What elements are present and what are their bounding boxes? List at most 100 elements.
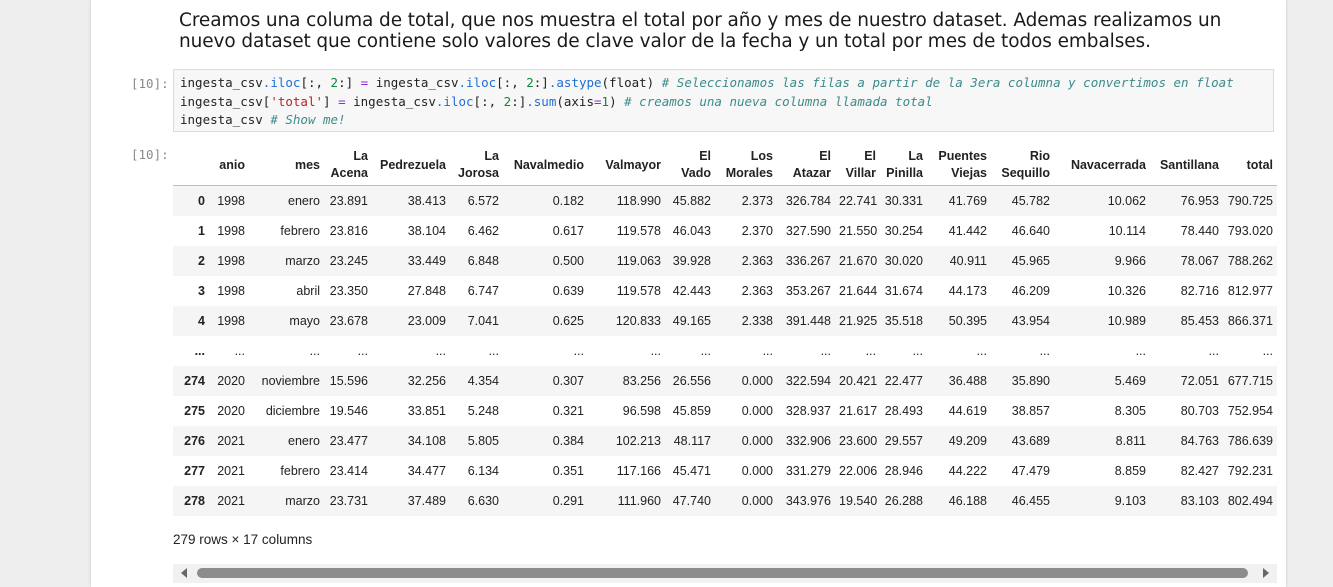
table-cell: 19.546 bbox=[329, 403, 368, 418]
table-cell: 19.540 bbox=[839, 493, 878, 508]
code-token: 2 bbox=[503, 93, 512, 109]
table-cell: 37.489 bbox=[407, 493, 446, 508]
table-cell: 47.479 bbox=[1011, 463, 1050, 478]
table-cell: 752.954 bbox=[1227, 403, 1273, 418]
table-cell: 45.882 bbox=[672, 193, 711, 208]
table-cell: 82.427 bbox=[1180, 463, 1219, 478]
table-cell: 0.351 bbox=[552, 463, 584, 478]
table-cell: abril bbox=[296, 283, 320, 298]
table-cell: 78.440 bbox=[1180, 223, 1219, 238]
dataframe-output: anio mes La Acena Pedrezuela La Jorosa Navalm… bbox=[173, 145, 1277, 521]
table-cell: 353.267 bbox=[785, 283, 831, 298]
table-cell: mayo bbox=[289, 313, 320, 328]
code-comment: # Show me! bbox=[270, 112, 346, 128]
table-cell: 10.326 bbox=[1107, 283, 1146, 298]
table-cell: 21.925 bbox=[839, 313, 878, 328]
code-token: = bbox=[594, 93, 602, 109]
code-string: 'total' bbox=[270, 93, 323, 109]
table-cell: 1998 bbox=[217, 223, 245, 238]
code-token: ) bbox=[609, 93, 625, 109]
table-cell: ... bbox=[650, 343, 661, 358]
table-cell: 33.851 bbox=[407, 403, 446, 418]
table-cell: 26.288 bbox=[884, 493, 923, 508]
table-cell: 326.784 bbox=[785, 193, 831, 208]
table-cell: 1998 bbox=[217, 313, 245, 328]
table-cell: 1998 bbox=[217, 253, 245, 268]
table-cell: 5.805 bbox=[467, 433, 499, 448]
column-header: El Atazar bbox=[777, 145, 835, 186]
table-cell: 38.857 bbox=[1011, 403, 1050, 418]
table-cell: 23.731 bbox=[329, 493, 368, 508]
table-cell: febrero bbox=[280, 463, 320, 478]
table-cell: 44.173 bbox=[948, 283, 987, 298]
table-cell: 46.209 bbox=[1011, 283, 1050, 298]
table-cell: 31.674 bbox=[884, 283, 923, 298]
table-cell: 0.617 bbox=[552, 223, 584, 238]
table-cell: 21.644 bbox=[839, 283, 878, 298]
table-cell: 0.321 bbox=[552, 403, 584, 418]
scrollbar-thumb[interactable] bbox=[197, 568, 1248, 578]
table-cell: 38.104 bbox=[407, 223, 446, 238]
table-cell: 22.741 bbox=[839, 193, 878, 208]
table-cell: 5.248 bbox=[467, 403, 499, 418]
table-cell: febrero bbox=[280, 223, 320, 238]
table-cell: 2.363 bbox=[741, 253, 773, 268]
table-cell: 120.833 bbox=[615, 313, 661, 328]
table-cell: 2.370 bbox=[741, 223, 773, 238]
table-cell: 96.598 bbox=[622, 403, 661, 418]
table-cell: diciembre bbox=[265, 403, 320, 418]
table-cell: 46.188 bbox=[948, 493, 987, 508]
code-token: :] bbox=[533, 75, 549, 90]
code-cell-editor[interactable]: ingesta_csv.iloc[:, 2:] = ingesta_csv.il… bbox=[173, 69, 1274, 132]
table-cell: 21.550 bbox=[839, 223, 878, 238]
column-header: La Acena bbox=[324, 145, 372, 186]
table-cell: ... bbox=[700, 343, 711, 358]
column-header: Valmayor bbox=[588, 145, 665, 186]
table-cell: 28.493 bbox=[884, 403, 923, 418]
scroll-right-arrow-icon[interactable] bbox=[1263, 568, 1269, 578]
scroll-left-arrow-icon[interactable] bbox=[181, 568, 187, 578]
table-cell: 332.906 bbox=[785, 433, 831, 448]
table-cell: ... bbox=[912, 343, 923, 358]
table-cell: enero bbox=[288, 433, 320, 448]
table-cell: 792.231 bbox=[1227, 463, 1273, 478]
horizontal-scrollbar[interactable] bbox=[173, 564, 1277, 583]
table-cell: marzo bbox=[285, 493, 320, 508]
code-token: ingesta_csv bbox=[180, 75, 263, 90]
table-cell: 46.043 bbox=[672, 223, 711, 238]
table-cell: 23.477 bbox=[329, 433, 368, 448]
table-cell: 46.455 bbox=[1011, 493, 1050, 508]
table-cell: ... bbox=[976, 343, 987, 358]
code-token: (axis bbox=[556, 93, 594, 109]
table-row: 278 2021 marzo 23.731 37.489 6.630 0.291 111.96… bbox=[173, 485, 1277, 516]
table-cell: 117.166 bbox=[616, 463, 661, 478]
table-cell: 50.395 bbox=[948, 313, 987, 328]
code-token: ingesta_csv[ bbox=[180, 93, 271, 109]
column-header: Puentes Viejas bbox=[927, 145, 991, 186]
table-cell: 0.500 bbox=[552, 253, 584, 268]
table-cell: ... bbox=[820, 343, 831, 358]
table-cell: 26.556 bbox=[672, 373, 711, 388]
table-cell: 9.103 bbox=[1114, 493, 1146, 508]
code-token: .iloc bbox=[435, 93, 474, 109]
table-cell: 45.965 bbox=[1011, 253, 1050, 268]
table-cell: 21.670 bbox=[839, 253, 878, 268]
column-header: anio bbox=[209, 145, 249, 186]
dataframe-header: anio mes La Acena Pedrezuela La Jorosa Navalm… bbox=[173, 145, 1277, 186]
dataframe-table: anio mes La Acena Pedrezuela La Jorosa Navalm… bbox=[173, 145, 1277, 516]
table-cell: marzo bbox=[285, 253, 320, 268]
column-header: La Pinilla bbox=[880, 145, 927, 186]
table-cell: 44.222 bbox=[948, 463, 987, 478]
table-cell: 23.414 bbox=[329, 463, 368, 478]
code-comment: # creamos una nueva columna llamada tota… bbox=[624, 93, 933, 109]
table-cell: 9.966 bbox=[1114, 253, 1146, 268]
table-cell: 6.747 bbox=[467, 283, 499, 298]
code-token: .sum bbox=[526, 93, 557, 109]
row-index: 277 bbox=[184, 463, 205, 478]
table-cell: 0.307 bbox=[552, 373, 584, 388]
dataframe-shape-label: 279 rows × 17 columns bbox=[173, 532, 313, 547]
table-cell: 0.000 bbox=[741, 493, 773, 508]
column-header: mes bbox=[249, 145, 324, 186]
table-cell: ... bbox=[1208, 343, 1219, 358]
table-cell: 23.245 bbox=[329, 253, 368, 268]
